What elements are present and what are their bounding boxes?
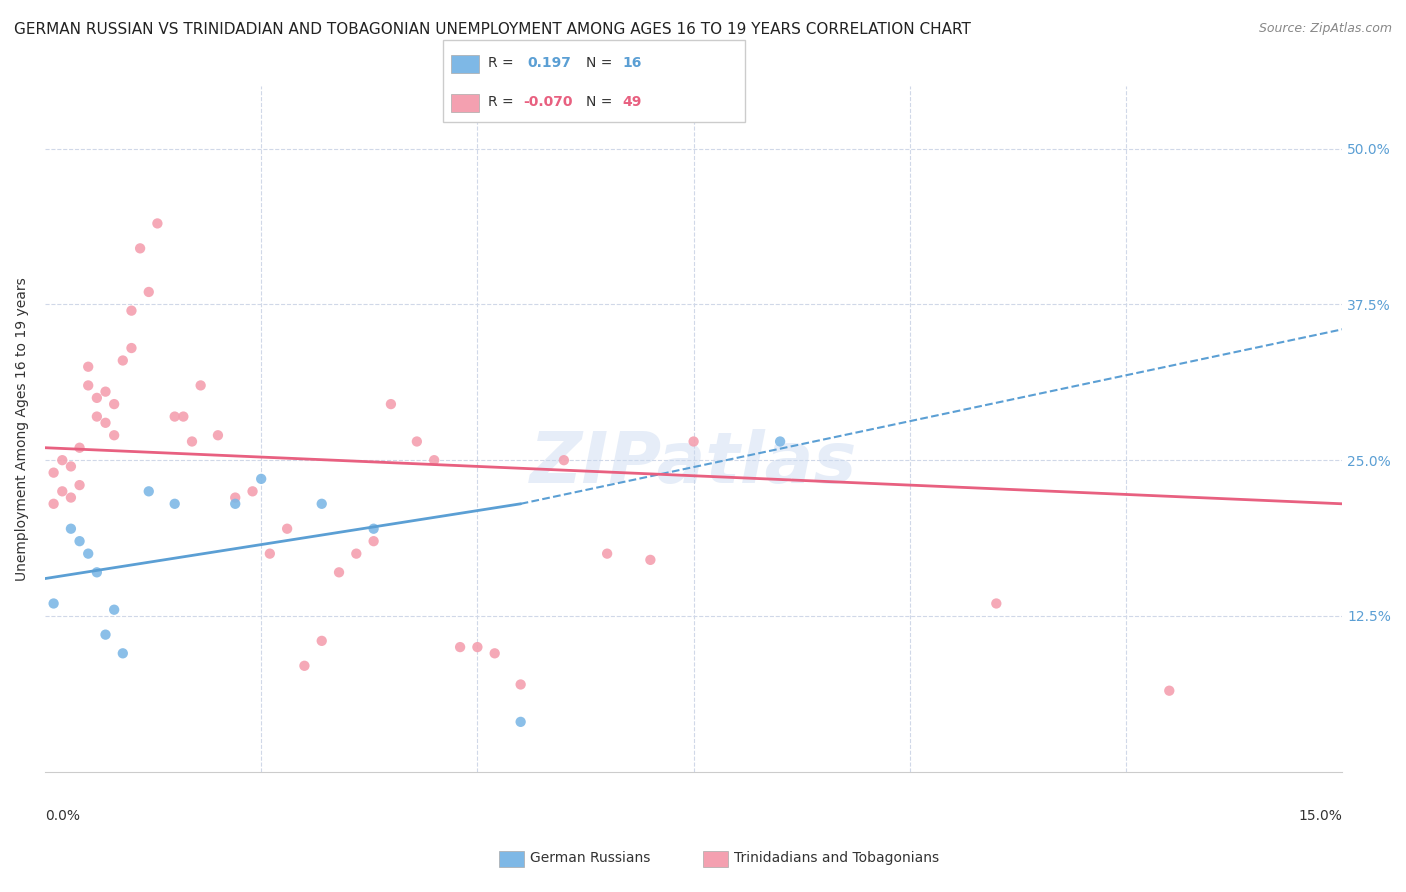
Point [1159,683,1181,698]
Point [986,597,1008,611]
Point [69,478,91,492]
Point [51,484,73,499]
Point [172,409,194,424]
Point [42,497,65,511]
Point [242,484,264,499]
Text: R =: R = [488,56,517,70]
Point [224,497,246,511]
Point [86,409,108,424]
Text: N =: N = [586,56,617,70]
Point [294,658,316,673]
Point [59,522,82,536]
Point [120,303,142,318]
Point [59,459,82,474]
Point [103,397,125,411]
Point [94,384,117,399]
Point [146,216,169,230]
Point [103,603,125,617]
Point [94,627,117,641]
Point [344,547,367,561]
Point [467,640,489,654]
Point [190,378,212,392]
Point [224,491,246,505]
Point [86,391,108,405]
Point [86,566,108,580]
Point [207,428,229,442]
Point [769,434,792,449]
Text: R =: R = [488,95,517,109]
Point [111,353,134,368]
Point [69,534,91,549]
Point [276,522,298,536]
Point [553,453,575,467]
Text: -0.070: -0.070 [523,95,572,109]
Point [363,534,385,549]
Point [77,359,100,374]
Point [77,378,100,392]
Point [42,597,65,611]
Point [596,547,619,561]
Point [380,397,402,411]
Point [59,491,82,505]
Point [69,441,91,455]
Point [163,409,186,424]
Point [163,497,186,511]
Point [42,466,65,480]
Point [94,416,117,430]
Point [405,434,427,449]
Point [103,428,125,442]
Point [259,547,281,561]
Point [449,640,471,654]
Point [311,633,333,648]
Text: 49: 49 [623,95,643,109]
Point [138,285,160,299]
Point [311,497,333,511]
Point [484,646,506,660]
Point [51,453,73,467]
Text: ZIPatlas: ZIPatlas [530,429,858,498]
Text: 16: 16 [623,56,643,70]
Point [509,677,531,691]
Text: German Russians: German Russians [530,851,651,865]
Text: Source: ZipAtlas.com: Source: ZipAtlas.com [1258,22,1392,36]
Point [509,714,531,729]
Point [138,484,160,499]
Text: Trinidadians and Tobagonians: Trinidadians and Tobagonians [734,851,939,865]
Point [328,566,350,580]
Point [181,434,204,449]
Point [111,646,134,660]
Text: 15.0%: 15.0% [1298,809,1343,823]
Point [363,522,385,536]
Point [120,341,142,355]
Text: 0.197: 0.197 [527,56,571,70]
Point [423,453,446,467]
Point [682,434,704,449]
Y-axis label: Unemployment Among Ages 16 to 19 years: Unemployment Among Ages 16 to 19 years [15,277,30,581]
Text: 0.0%: 0.0% [45,809,80,823]
Point [640,553,662,567]
Text: GERMAN RUSSIAN VS TRINIDADIAN AND TOBAGONIAN UNEMPLOYMENT AMONG AGES 16 TO 19 YE: GERMAN RUSSIAN VS TRINIDADIAN AND TOBAGO… [14,22,972,37]
Text: N =: N = [586,95,617,109]
Point [250,472,273,486]
Point [77,547,100,561]
Point [129,241,152,255]
